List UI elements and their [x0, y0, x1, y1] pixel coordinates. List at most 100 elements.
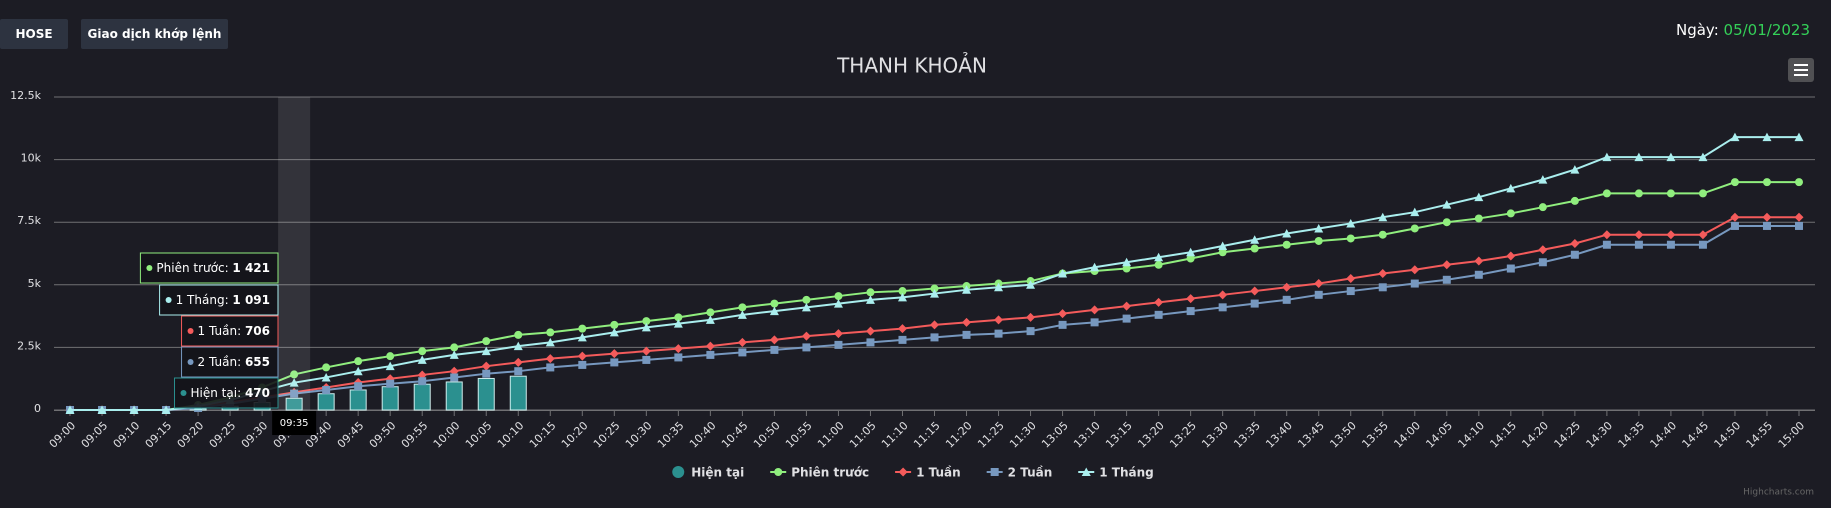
tooltip-box — [181, 315, 279, 347]
column — [285, 397, 303, 411]
grid — [54, 96, 1815, 411]
point — [514, 367, 523, 376]
point — [1666, 152, 1676, 162]
point — [1250, 244, 1259, 253]
point — [1634, 230, 1644, 240]
point — [1026, 280, 1036, 289]
menu-button[interactable] — [1788, 58, 1814, 82]
point — [1122, 264, 1131, 273]
point — [1410, 265, 1420, 275]
point — [1090, 318, 1099, 327]
point — [546, 363, 555, 372]
legend-item[interactable]: 1 Tháng — [1078, 466, 1154, 480]
legend-item[interactable]: 1 Tuần — [895, 466, 961, 480]
point — [898, 287, 907, 296]
point — [897, 324, 907, 334]
line-series — [65, 132, 1804, 414]
date-box: Ngày: 05/01/2023 — [1676, 21, 1810, 39]
point — [1250, 235, 1260, 244]
tooltip-separator: : — [237, 355, 245, 369]
point — [705, 315, 715, 324]
point — [774, 468, 783, 476]
point — [801, 331, 811, 341]
tooltip-value: 1 421 — [232, 261, 270, 275]
point — [1314, 223, 1324, 233]
point — [1154, 252, 1164, 262]
point — [642, 355, 651, 364]
point — [545, 337, 555, 347]
exchange-button[interactable]: HOSE — [0, 19, 68, 49]
legend-item[interactable]: Hiện tại — [672, 466, 744, 480]
point — [513, 341, 523, 351]
tooltip-series-name: 1 Tuần — [198, 324, 238, 338]
point — [641, 322, 651, 332]
x-tick-label: 11:05 — [847, 419, 879, 451]
x-tick-label: 10:30 — [623, 419, 655, 451]
point — [1218, 290, 1228, 300]
legend-label: 2 Tuần — [1008, 466, 1053, 480]
point — [1698, 230, 1708, 240]
point — [1698, 240, 1707, 249]
legend-item[interactable]: 2 Tuần — [986, 466, 1053, 480]
point — [545, 354, 555, 364]
point — [1026, 312, 1036, 322]
tooltip-separator: : — [237, 324, 245, 338]
point — [930, 333, 939, 342]
point — [129, 405, 139, 414]
point — [1218, 248, 1227, 257]
point — [705, 341, 715, 351]
tooltip-box — [159, 284, 279, 316]
x-tick-label: 10:25 — [591, 419, 623, 451]
x-tick-label: 11:00 — [815, 419, 847, 451]
menu-bar — [1794, 69, 1808, 71]
x-tick-label: 11:30 — [1007, 419, 1039, 451]
point — [1698, 189, 1707, 198]
point — [1794, 221, 1803, 230]
point — [1081, 467, 1091, 476]
tooltip-series-name: Phiên trước — [156, 261, 224, 275]
x-tick-label: 14:40 — [1648, 419, 1680, 451]
point — [706, 308, 715, 317]
point — [482, 369, 491, 378]
point — [546, 328, 555, 337]
point — [610, 320, 619, 329]
point — [1634, 152, 1644, 162]
point — [802, 343, 811, 352]
point — [1442, 260, 1452, 270]
point — [1410, 279, 1419, 288]
point — [1698, 152, 1708, 162]
tooltip-box — [174, 377, 279, 409]
point — [481, 361, 491, 371]
point — [1666, 230, 1676, 240]
x-tick-label: 09:25 — [207, 419, 239, 451]
y-tick-label: 5k — [28, 277, 42, 290]
point — [1378, 283, 1387, 292]
point — [1602, 152, 1612, 162]
mode-button[interactable]: Giao dịch khớp lệnh — [81, 19, 228, 49]
legend-item[interactable]: Phiên trước — [770, 466, 869, 480]
x-tick-label: 11:20 — [943, 419, 975, 451]
x-tick-label: 11:15 — [911, 419, 943, 451]
x-tick-label: 11:25 — [975, 419, 1007, 451]
point — [161, 405, 171, 414]
point — [1090, 305, 1100, 315]
point — [417, 355, 427, 364]
point — [609, 349, 619, 359]
column — [317, 393, 335, 411]
point — [641, 346, 651, 356]
x-tick-label: 14:20 — [1519, 419, 1551, 451]
legend: Hiện tại Phiên trước 1 Tuần 2 Tuần 1 Tháng — [672, 466, 1154, 480]
legend-label: Phiên trước — [791, 466, 869, 480]
x-tick-label: 13:55 — [1359, 419, 1391, 451]
x-tick-label: 13:30 — [1199, 419, 1231, 451]
tooltip: Hiện tại: 470 — [174, 377, 279, 409]
point — [962, 285, 972, 294]
point — [1602, 240, 1611, 249]
point — [801, 302, 811, 312]
point — [322, 385, 331, 394]
crosshair-label-bg — [272, 411, 317, 435]
point — [673, 319, 683, 328]
tooltip-dot — [165, 297, 172, 303]
tooltip-dot — [187, 359, 194, 365]
